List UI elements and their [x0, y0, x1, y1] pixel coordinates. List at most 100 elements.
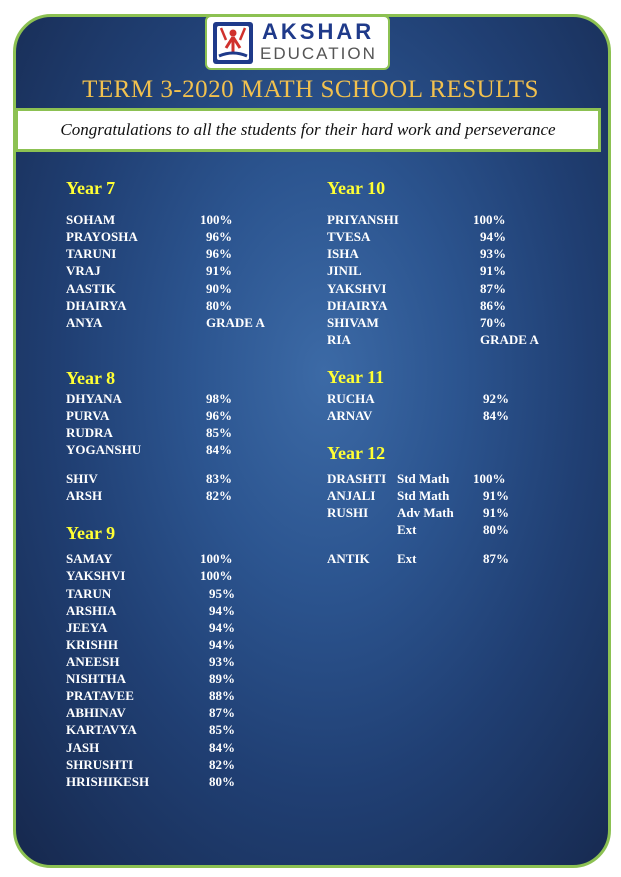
student-name: SAMAY: [66, 551, 113, 566]
student-name: TARUNI: [66, 246, 117, 261]
student-name: ARSH: [66, 488, 103, 503]
student-score: 86%: [480, 298, 506, 313]
student-name: PURVA: [66, 408, 110, 423]
logo: AKSHAR EDUCATION: [205, 15, 390, 70]
student-name: DHAIRYA: [66, 298, 127, 313]
student-score: 83%: [206, 471, 232, 486]
student-score: 98%: [206, 391, 232, 406]
student-score: 84%: [209, 740, 235, 755]
student-name: ANTIK: [327, 551, 370, 566]
student-name: TARUN: [66, 586, 112, 601]
student-name: JEEYA: [66, 620, 108, 635]
student-name: AASTIK: [66, 281, 116, 296]
student-score: 70%: [480, 315, 506, 330]
student-score: 92%: [483, 391, 509, 406]
student-score: 94%: [209, 603, 235, 618]
student-name: KRISHH: [66, 637, 119, 652]
student-name: VRAJ: [66, 263, 101, 278]
student-name: PRATAVEE: [66, 688, 134, 703]
logo-book-icon: [213, 22, 253, 64]
student-score: 95%: [209, 586, 235, 601]
year-10-heading: Year 10: [327, 178, 386, 198]
logo-subtitle: EDUCATION: [260, 44, 377, 63]
subject: Std Math: [397, 488, 450, 503]
student-score: 91%: [480, 263, 506, 278]
student-name: JINIL: [327, 263, 362, 278]
student-score: 100%: [473, 212, 506, 227]
student-name: RUCHA: [327, 391, 375, 406]
student-name: YAKSHVI: [327, 281, 387, 296]
student-score: 87%: [480, 281, 506, 296]
student-score: 80%: [206, 298, 232, 313]
year-9-heading: Year 9: [66, 523, 116, 543]
student-score: 100%: [200, 212, 233, 227]
student-score: 84%: [483, 408, 509, 423]
student-score: 82%: [206, 488, 232, 503]
student-name: ANEESH: [66, 654, 120, 669]
student-score: 88%: [209, 688, 235, 703]
student-name: ARSHIA: [66, 603, 117, 618]
subject: Ext: [397, 522, 417, 537]
student-name: ANYA: [66, 315, 103, 330]
student-score: 80%: [209, 774, 235, 789]
student-score: 93%: [480, 246, 506, 261]
student-name: SHIVAM: [327, 315, 379, 330]
student-score: 96%: [206, 408, 232, 423]
student-score: 93%: [209, 654, 235, 669]
student-name: SHRUSHTI: [66, 757, 134, 772]
logo-name: AKSHAR: [262, 19, 375, 44]
student-name: YAKSHVI: [66, 568, 126, 583]
student-name: DHYANA: [66, 391, 122, 406]
student-name: YOGANSHU: [66, 442, 142, 457]
student-score: 94%: [209, 620, 235, 635]
student-score: 84%: [206, 442, 232, 457]
student-name: ISHA: [327, 246, 359, 261]
subject: Std Math: [397, 471, 450, 486]
year-7-heading: Year 7: [66, 178, 116, 198]
student-score: 100%: [200, 568, 233, 583]
student-score: 82%: [209, 757, 235, 772]
student-name: RIA: [327, 332, 351, 347]
student-name: ANJALI: [327, 488, 376, 503]
student-name: SOHAM: [66, 212, 116, 227]
student-score: 85%: [206, 425, 232, 440]
student-name: SHIV: [66, 471, 98, 486]
student-score: 87%: [483, 551, 509, 566]
year-8-heading: Year 8: [66, 368, 116, 388]
student-name: ARNAV: [327, 408, 373, 423]
student-score: 90%: [206, 281, 232, 296]
student-score: 91%: [483, 488, 509, 503]
student-score: GRADE A: [206, 315, 265, 330]
student-name: JASH: [66, 740, 100, 755]
student-score: 91%: [206, 263, 232, 278]
student-name: TVESA: [327, 229, 371, 244]
student-name: RUDRA: [66, 425, 113, 440]
student-name: RUSHI: [327, 505, 369, 520]
student-score: GRADE A: [480, 332, 539, 347]
student-score: 89%: [209, 671, 235, 686]
student-score: 80%: [483, 522, 509, 537]
student-score: 100%: [473, 471, 506, 486]
subject: Adv Math: [397, 505, 454, 520]
student-name: DHAIRYA: [327, 298, 388, 313]
congratulations-banner: Congratulations to all the students for …: [15, 108, 601, 152]
student-name: KARTAVYA: [66, 722, 137, 737]
student-score: 96%: [206, 246, 232, 261]
student-score: 94%: [480, 229, 506, 244]
student-score: 94%: [209, 637, 235, 652]
year-11-heading: Year 11: [327, 367, 385, 387]
student-name: PRIYANSHI: [327, 212, 399, 227]
student-score: 87%: [209, 705, 235, 720]
student-score: 85%: [209, 722, 235, 737]
results-panel: [13, 14, 611, 868]
student-name: PRAYOSHA: [66, 229, 138, 244]
student-name: NISHTHA: [66, 671, 126, 686]
student-score: 91%: [483, 505, 509, 520]
student-score: 96%: [206, 229, 232, 244]
student-name: DRASHTI: [327, 471, 387, 486]
student-score: 100%: [200, 551, 233, 566]
year-12-heading: Year 12: [327, 443, 386, 463]
subject: Ext: [397, 551, 417, 566]
student-name: ABHINAV: [66, 705, 126, 720]
